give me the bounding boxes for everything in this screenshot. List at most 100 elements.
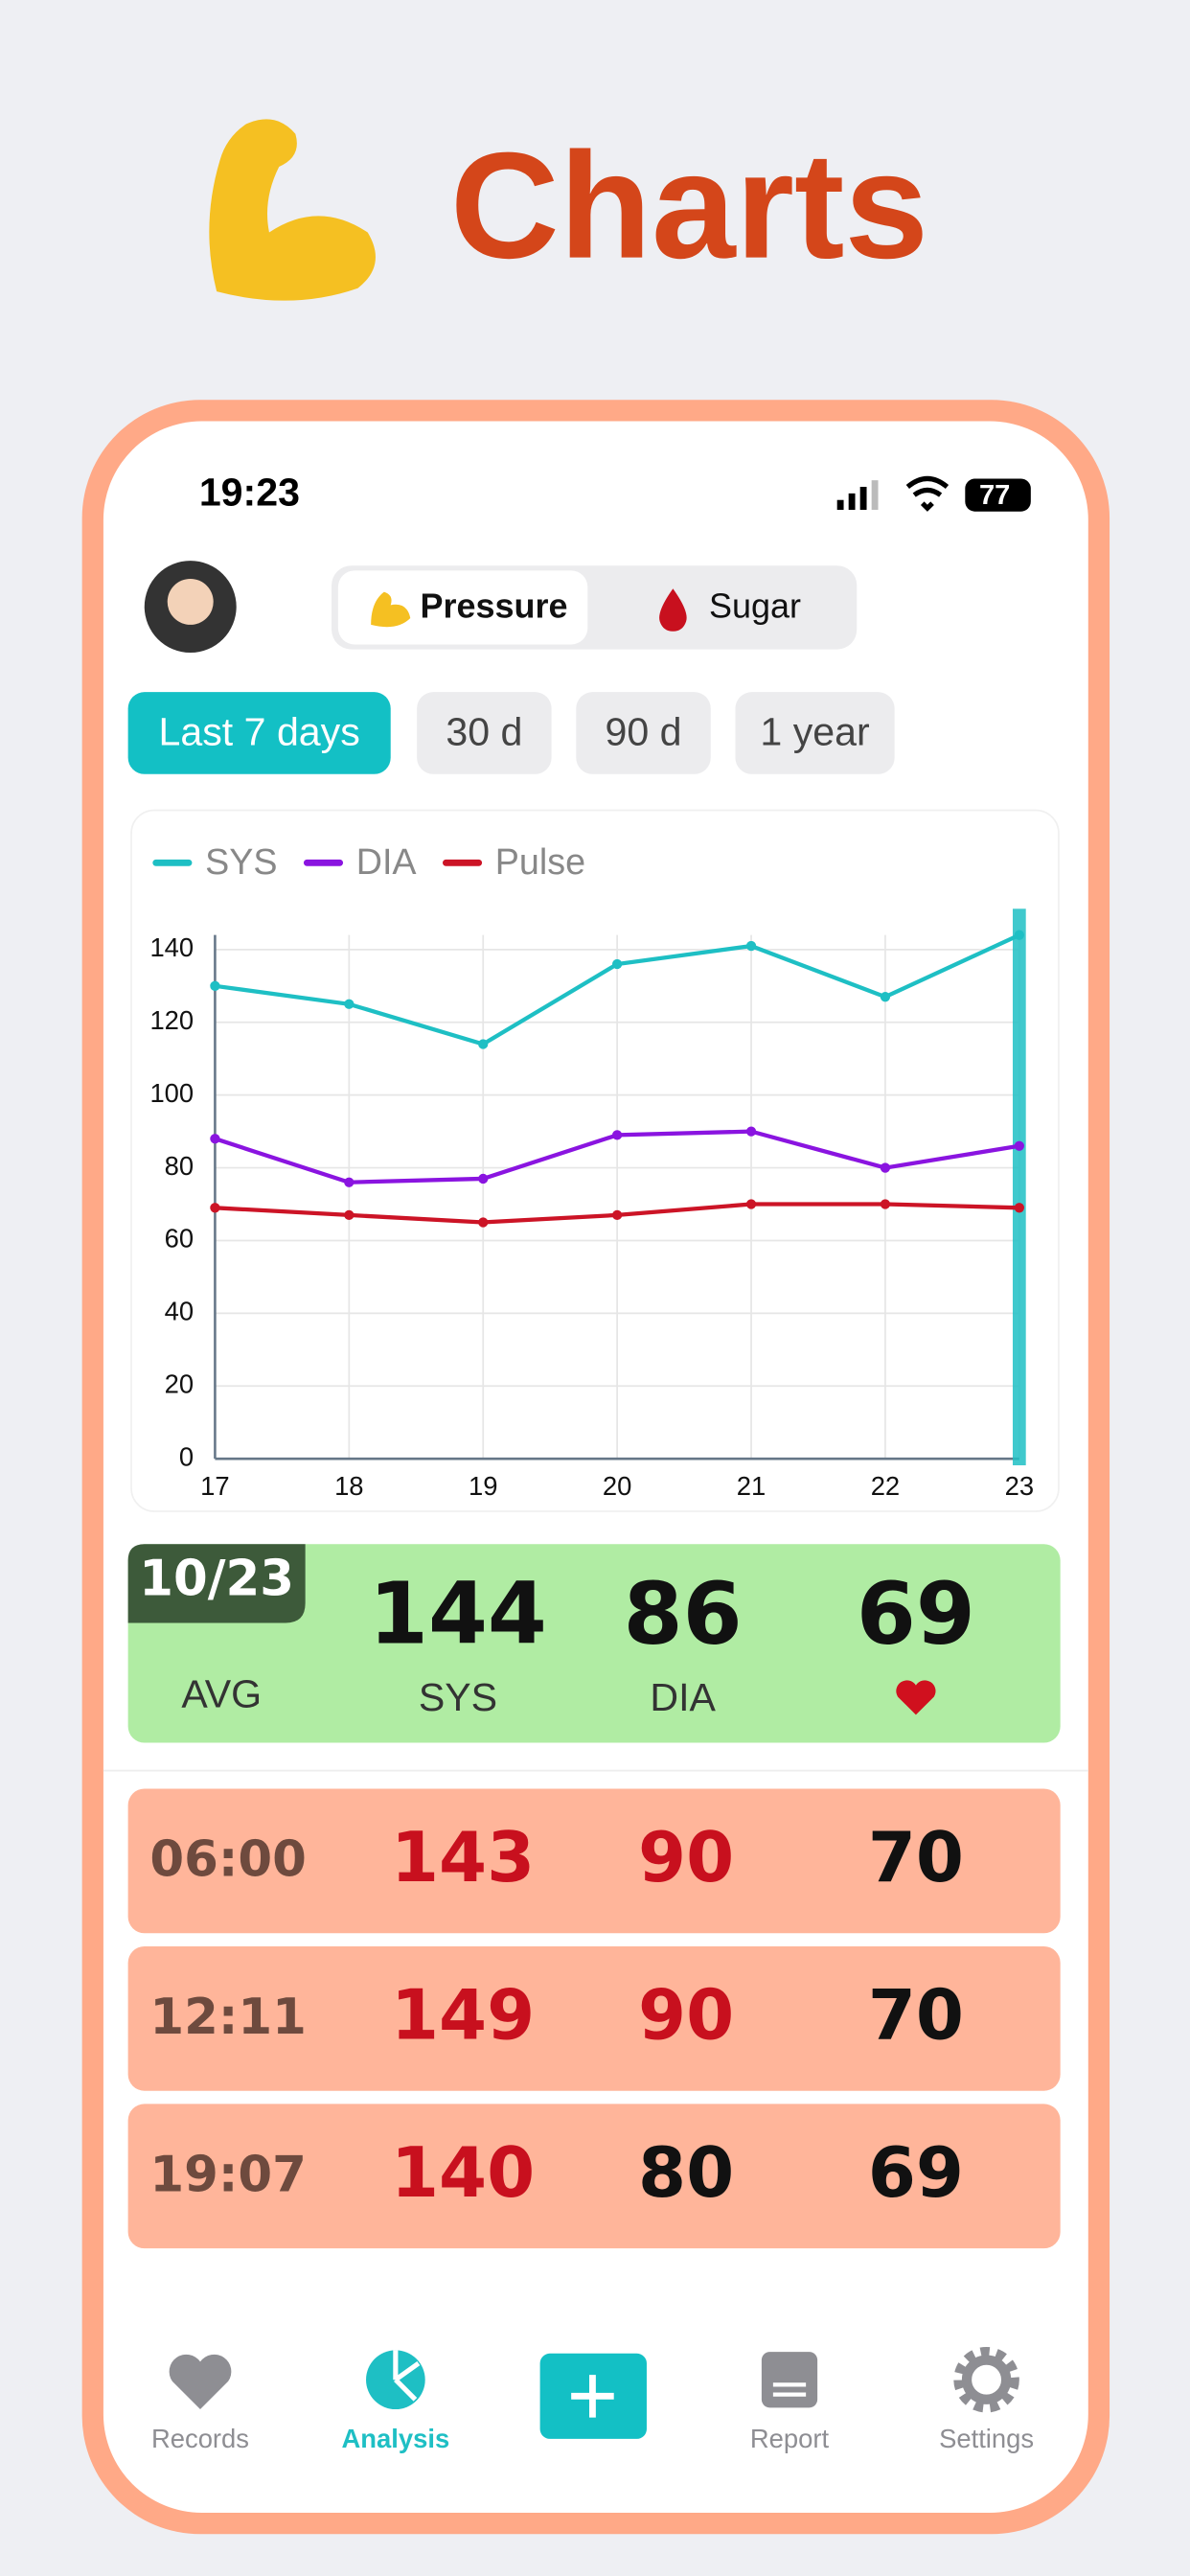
record-time: 12:11 [149,1989,307,2046]
record-pulse: 69 [868,2132,964,2213]
data-point [880,992,891,1002]
chart-card [130,809,1060,1512]
battery-level: 77 [979,480,1010,511]
data-point [745,1126,757,1137]
data-point [1014,930,1024,940]
y-tick-label: 0 [179,1441,194,1471]
add-icon [571,2375,614,2418]
period-label[interactable]: 1 year [760,710,869,754]
period-button[interactable] [735,692,895,774]
data-point [745,940,757,952]
legend-label: Pulse [495,841,585,882]
record-time: 06:00 [149,1831,307,1889]
status-time: 19:23 [199,470,300,514]
period-button[interactable] [576,692,711,774]
legend-label: SYS [205,841,277,882]
nav-label[interactable]: Report [750,2424,830,2453]
selection-highlight [1012,908,1026,1466]
y-tick-label: 140 [149,932,194,962]
period-button[interactable] [127,692,391,774]
summary-sys-label: SYS [419,1675,497,1719]
tab-selected[interactable] [337,570,588,645]
data-point [478,1217,489,1228]
data-point [210,1203,220,1213]
x-tick-label: 23 [1005,1471,1034,1501]
y-tick-label: 40 [165,1297,194,1326]
record-pulse: 70 [868,1817,964,1898]
page-title: Charts [450,122,928,290]
record-row[interactable] [127,1788,1061,1934]
nav-label[interactable]: Analysis [342,2424,450,2453]
biceps-small-icon [371,591,411,628]
tab-bar: Records Analysis Report Settings [151,2346,1034,2453]
data-point [611,1130,623,1140]
tab-label[interactable]: Sugar [709,586,801,625]
x-tick-label: 22 [871,1471,900,1501]
y-tick-label: 100 [149,1078,194,1108]
record-dia: 80 [638,2132,734,2213]
data-point [1014,1140,1024,1151]
data-point [344,1209,355,1221]
x-tick-label: 20 [603,1471,631,1501]
tab-label[interactable]: Pressure [421,586,568,625]
summary-card [127,1544,1061,1743]
data-point [210,980,220,991]
data-point [478,1039,489,1049]
data-point [210,1134,220,1144]
analysis-icon-lines [393,2350,421,2402]
period-buttons: Last 7 days 30 d 90 d 1 year [127,692,895,774]
heart-icon [896,1680,936,1715]
records-icon[interactable] [169,2354,232,2410]
data-point [880,1199,891,1209]
data-point [880,1162,891,1173]
x-tick-label: 17 [200,1471,229,1501]
record-list: 06:00 143 90 70 12:11 149 90 70 19:07 140 80 69 [127,1788,1061,2249]
data-point [478,1173,489,1184]
signal-icon [836,480,879,510]
record-dia: 90 [638,1817,734,1898]
drop-icon [659,588,687,632]
legend-label: DIA [356,841,418,882]
settings-icon-ring [961,2355,1012,2404]
battery-icon [965,478,1031,512]
date-badge [127,1544,306,1623]
x-tick-label: 21 [737,1471,766,1501]
data-point [611,958,623,970]
record-sys: 143 [391,1817,535,1898]
biceps-icon [209,119,376,301]
y-tick-label: 20 [165,1368,194,1398]
y-tick-label: 60 [165,1224,194,1254]
record-time: 19:07 [149,2147,307,2204]
nav-label[interactable]: Records [151,2424,249,2453]
period-label[interactable]: 30 d [446,710,522,754]
record-pulse: 70 [868,1975,964,2056]
y-tick-label: 80 [165,1151,194,1181]
period-button[interactable] [417,692,552,774]
record-row[interactable] [127,1945,1061,2091]
nav-label[interactable]: Settings [939,2424,1034,2453]
x-tick-label: 19 [469,1471,497,1501]
summary-dia: 86 [624,1564,743,1664]
data-point [745,1199,757,1209]
summary-pulse: 69 [857,1564,975,1664]
settings-icon[interactable] [953,2346,1019,2413]
avatar-face [167,578,214,625]
summary-date: 10/23 [139,1551,294,1608]
summary-label: AVG [181,1671,262,1715]
report-icon-lines [772,2382,807,2397]
record-sys: 149 [391,1975,535,2056]
y-tick-label: 120 [149,1005,194,1035]
summary-sys: 144 [369,1564,547,1664]
data-point [344,999,355,1009]
data-point [1014,1203,1024,1213]
record-row[interactable] [127,2104,1061,2249]
wifi-icon [905,475,950,512]
report-icon[interactable] [761,2352,818,2408]
record-dia: 90 [638,1975,734,2056]
chart: SYS DIA Pulse 0 20 40 60 80 100 120 140 17 18 19 20 21 2… [149,841,1034,1501]
record-sys: 140 [391,2132,535,2213]
period-label[interactable]: Last 7 days [159,710,360,754]
period-label[interactable]: 90 d [606,710,682,754]
data-point [344,1177,355,1187]
